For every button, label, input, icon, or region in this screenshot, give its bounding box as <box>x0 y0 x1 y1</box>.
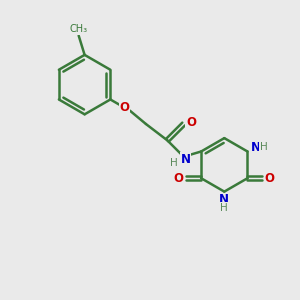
Text: H: H <box>170 158 178 168</box>
Text: N: N <box>251 140 261 154</box>
Text: O: O <box>173 172 183 185</box>
Text: N: N <box>181 153 191 166</box>
Text: O: O <box>265 172 275 185</box>
Text: O: O <box>186 116 196 129</box>
Text: H: H <box>260 142 268 152</box>
Text: O: O <box>119 101 130 114</box>
Text: H: H <box>220 203 228 213</box>
Text: CH₃: CH₃ <box>70 24 88 34</box>
Text: N: N <box>219 194 229 206</box>
